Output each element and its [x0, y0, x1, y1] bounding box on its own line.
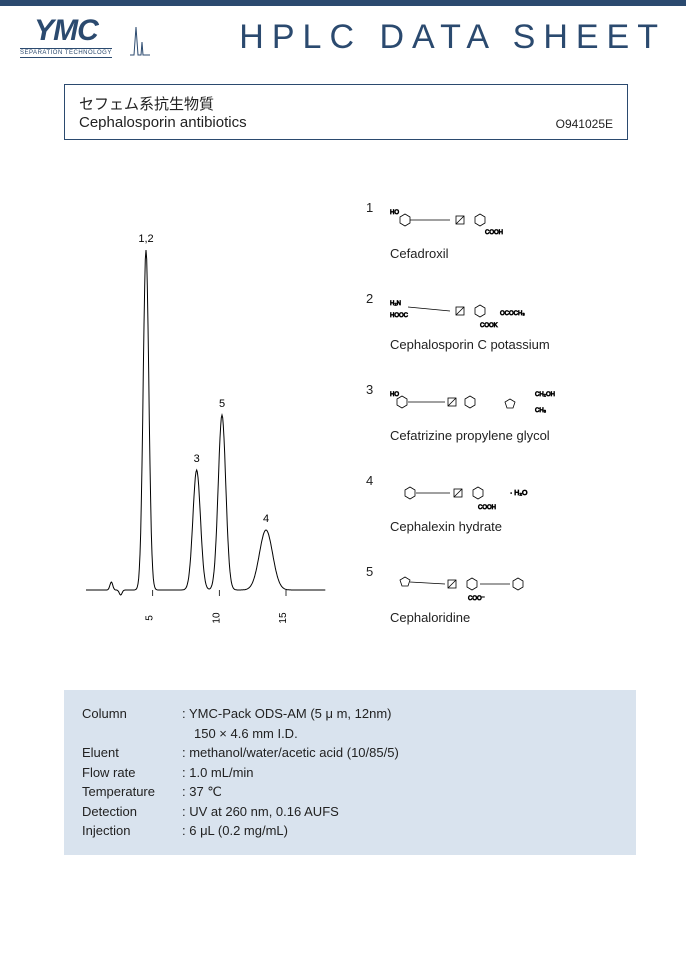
- cond-value: : methanol/water/acetic acid (10/85/5): [182, 743, 618, 763]
- cond-label: Detection: [82, 802, 182, 822]
- compound-number: 3: [366, 382, 380, 397]
- compound-number: 2: [366, 291, 380, 306]
- svg-text:OCOCH₃: OCOCH₃: [500, 311, 525, 317]
- svg-text:COOK: COOK: [480, 323, 498, 329]
- compound-name: Cephaloridine: [390, 610, 636, 625]
- structure-icon: HO COOH: [390, 200, 590, 240]
- structure-icon: HO CH₂OH CH₃: [390, 382, 590, 422]
- conditions-box: Column : YMC-Pack ODS-AM (5 μ m, 12nm) 1…: [64, 690, 636, 855]
- svg-text:· H₂O: · H₂O: [510, 490, 528, 497]
- svg-text:5: 5: [219, 398, 225, 410]
- compound-item: 5 COO⁻ Cephaloridine: [366, 564, 636, 625]
- svg-text:15: 15: [278, 612, 289, 624]
- structure-icon: H₂N HOOC OCOCH₃COOK: [390, 291, 590, 331]
- compound-name: Cephalosporin C potassium: [390, 337, 636, 352]
- cond-detection: Detection : UV at 260 nm, 0.16 AUFS: [82, 802, 618, 822]
- cond-value: : 6 μL (0.2 mg/mL): [182, 821, 618, 841]
- compound-number: 4: [366, 473, 380, 488]
- chromatogram: 1,2 3 5 4 5 10 15: [66, 190, 346, 660]
- doc-id: O941025E: [556, 117, 613, 131]
- cond-label: Temperature: [82, 782, 182, 802]
- svg-text:4: 4: [263, 513, 269, 525]
- cond-injection: Injection : 6 μL (0.2 mg/mL): [82, 821, 618, 841]
- svg-text:1,2: 1,2: [138, 233, 153, 245]
- title-en: Cephalosporin antibiotics: [79, 114, 247, 131]
- compound-number: 1: [366, 200, 380, 215]
- svg-text:COOH: COOH: [485, 230, 503, 236]
- compound-body: HO CH₂OH CH₃ Cefatrizine propylene glycol: [390, 382, 636, 443]
- compound-name: Cefatrizine propylene glycol: [390, 428, 636, 443]
- chromatogram-svg: 1,2 3 5 4 5 10 15: [66, 190, 346, 660]
- cond-eluent: Eluent : methanol/water/acetic acid (10/…: [82, 743, 618, 763]
- cond-value: : 1.0 mL/min: [182, 763, 618, 783]
- compound-name: Cephalexin hydrate: [390, 519, 636, 534]
- title-jp: セフェム系抗生物質: [79, 93, 247, 114]
- svg-text:CH₃: CH₃: [535, 408, 547, 414]
- cond-label: Eluent: [82, 743, 182, 763]
- svg-text:HOOC: HOOC: [390, 313, 409, 319]
- compound-item: 2 H₂N HOOC OCOCH₃COOK Cephalosporin C potass…: [366, 291, 636, 352]
- svg-text:5: 5: [145, 615, 156, 621]
- logo-text: YMC: [34, 16, 98, 46]
- compound-body: HO COOH Cefadroxil: [390, 200, 636, 261]
- title-box: セフェム系抗生物質 Cephalosporin antibiotics O941…: [64, 84, 628, 140]
- svg-text:10: 10: [211, 612, 222, 624]
- logo-tagline: SEPARATION TECHNOLOGY: [20, 48, 112, 58]
- cond-value: : UV at 260 nm, 0.16 AUFS: [182, 802, 618, 822]
- svg-text:HO: HO: [390, 392, 399, 398]
- title-text: セフェム系抗生物質 Cephalosporin antibiotics: [79, 93, 247, 131]
- cond-column: Column : YMC-Pack ODS-AM (5 μ m, 12nm): [82, 704, 618, 724]
- cond-value: : YMC-Pack ODS-AM (5 μ m, 12nm): [182, 704, 618, 724]
- compound-name: Cefadroxil: [390, 246, 636, 261]
- cond-column-sub: 150 × 4.6 mm I.D.: [82, 724, 618, 744]
- compound-item: 1 HO COOH Cefadroxil: [366, 200, 636, 261]
- compound-body: COO⁻ Cephaloridine: [390, 564, 636, 625]
- compound-body: H₂N HOOC OCOCH₃COOK Cephalosporin C potassi…: [390, 291, 636, 352]
- logo: YMC SEPARATION TECHNOLOGY: [20, 16, 112, 58]
- structure-icon: · H₂O COOH: [390, 473, 590, 513]
- header: YMC SEPARATION TECHNOLOGY HPLC DATA SHEE…: [0, 6, 686, 66]
- compound-number: 5: [366, 564, 380, 579]
- compound-body: · H₂O COOH Cephalexin hydrate: [390, 473, 636, 534]
- svg-text:HO: HO: [390, 210, 399, 216]
- svg-text:3: 3: [194, 453, 200, 465]
- compound-list: 1 HO COOH Cefadroxil 2 H₂N HOOC OCOCH₃COOK Cepha…: [366, 190, 636, 660]
- svg-text:H₂N: H₂N: [390, 301, 401, 307]
- cond-flow: Flow rate : 1.0 mL/min: [82, 763, 618, 783]
- logo-peak-icon: [130, 17, 150, 57]
- cond-value: : 37 ℃: [182, 782, 618, 802]
- cond-label: Flow rate: [82, 763, 182, 783]
- svg-text:COO⁻: COO⁻: [468, 596, 485, 602]
- compound-item: 4 · H₂O COOH Cephalexin hydrate: [366, 473, 636, 534]
- content-area: 1,2 3 5 4 5 10 15 1 HO COOH Cefadroxil 2 H₂N HOOC OCO…: [0, 140, 686, 660]
- cond-label: Injection: [82, 821, 182, 841]
- svg-text:CH₂OH: CH₂OH: [535, 392, 555, 398]
- structure-icon: COO⁻: [390, 564, 590, 604]
- svg-text:COOH: COOH: [478, 505, 496, 511]
- page-title: HPLC DATA SHEET: [168, 18, 666, 57]
- compound-item: 3 HO CH₂OH CH₃ Cefatrizine propylene glycol: [366, 382, 636, 443]
- cond-temperature: Temperature : 37 ℃: [82, 782, 618, 802]
- cond-label: Column: [82, 704, 182, 724]
